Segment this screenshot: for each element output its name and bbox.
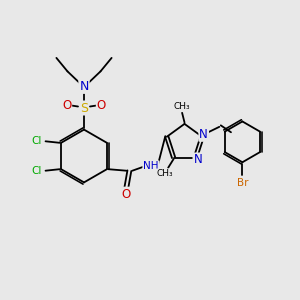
Text: CH₃: CH₃ [174,102,190,111]
Text: N: N [194,153,202,167]
Text: N: N [79,80,89,93]
Text: Cl: Cl [31,166,42,176]
Text: O: O [121,188,130,201]
Text: N: N [199,128,208,141]
Text: S: S [80,101,88,115]
Text: O: O [62,99,71,112]
Text: Cl: Cl [31,136,42,146]
Text: Br: Br [237,178,248,188]
Text: NH: NH [143,161,159,171]
Text: CH₃: CH₃ [156,169,173,178]
Text: O: O [97,99,106,112]
